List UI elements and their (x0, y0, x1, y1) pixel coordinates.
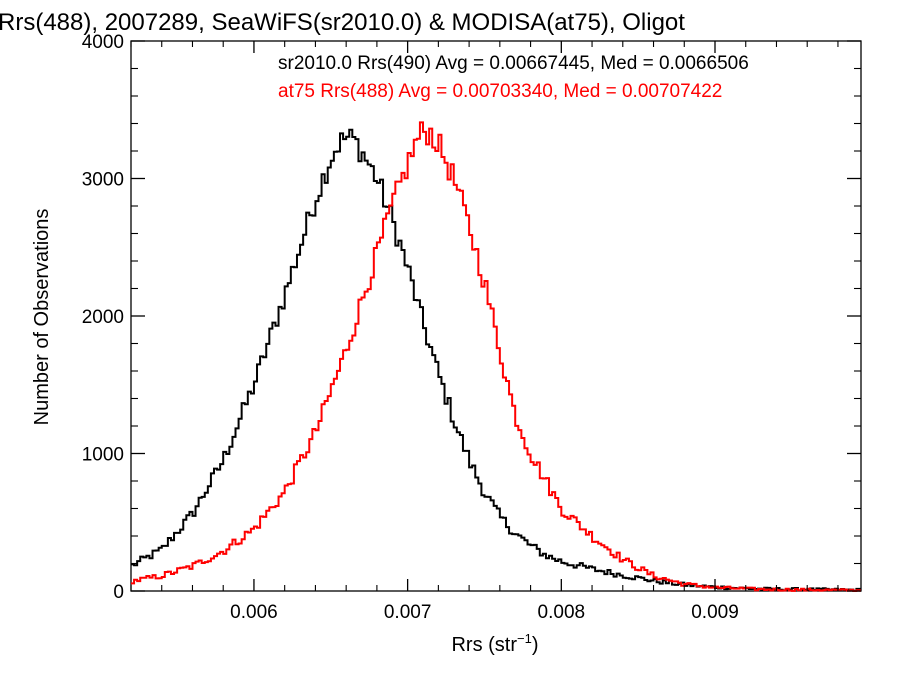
x-axis-label-superscript: −1 (517, 631, 532, 646)
legend-entry-black-series: sr2010.0 Rrs(490) Avg = 0.00667445, Med … (278, 53, 749, 74)
x-tick-label: 0.006 (230, 602, 278, 623)
y-tick-label: 3000 (82, 170, 124, 191)
histogram-series-1 (131, 128, 861, 592)
histogram-series-2 (131, 121, 861, 592)
axis-ticks: 0.006 0.007 0.008 0.009 0 1000 2000 3000 4000 (82, 32, 861, 623)
y-tick-label: 4000 (82, 32, 124, 53)
x-axis-label: Rrs (str−1) (451, 631, 538, 656)
x-tick-label: 0.007 (384, 602, 432, 623)
y-tick-label: 2000 (82, 307, 124, 328)
x-tick-label: 0.008 (538, 602, 586, 623)
series-layer (131, 121, 861, 592)
x-axis-label-close: ) (532, 634, 539, 656)
y-tick-label: 0 (113, 582, 124, 603)
x-axis-label-main: Rrs (str (451, 634, 517, 656)
legend-entry-red-series: at75 Rrs(488) Avg = 0.00703340, Med = 0.… (278, 81, 722, 102)
x-tick-label: 0.009 (691, 602, 739, 623)
y-tick-label: 1000 (82, 445, 124, 466)
chart-title: Rrs(488), 2007289, SeaWiFS(sr2010.0) & M… (0, 9, 685, 36)
y-axis-label: Number of Observations (31, 209, 53, 426)
